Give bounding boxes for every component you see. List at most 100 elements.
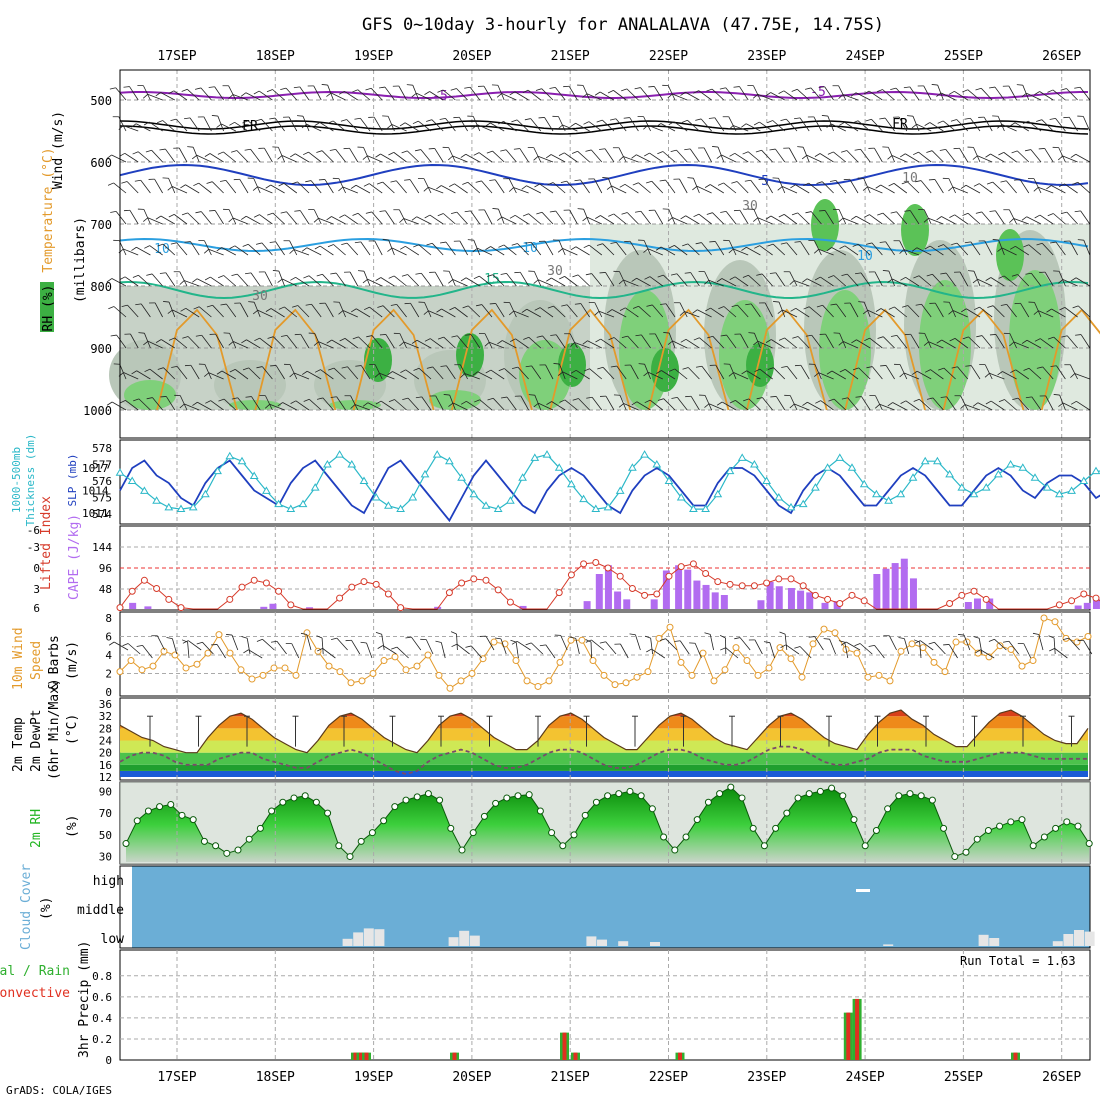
wind-barb xyxy=(814,240,822,256)
wind-barb-flag xyxy=(794,117,801,120)
wind-barb-flag xyxy=(789,403,795,409)
wind-barb-flag xyxy=(765,339,772,343)
wind-barb xyxy=(618,147,627,163)
wind-barb xyxy=(843,341,859,349)
wind-barb-flag xyxy=(1009,218,1015,223)
precip-frame xyxy=(119,949,1091,1061)
wind-barb xyxy=(721,401,737,411)
rh-marker xyxy=(492,799,500,807)
wind-barb-flag xyxy=(571,150,578,154)
precip-convective-label: Convective xyxy=(0,986,70,1001)
wind-barb xyxy=(667,85,676,101)
wind-barb xyxy=(762,397,773,411)
wind-barb-flag xyxy=(791,212,798,216)
wind-barb xyxy=(783,214,798,225)
wind-speed-marker xyxy=(820,625,828,633)
wind-barb xyxy=(136,370,151,380)
wind-barb-flag xyxy=(913,398,920,402)
wind-barb-flag xyxy=(411,339,418,344)
wind-barb xyxy=(387,116,395,132)
li-marker xyxy=(482,576,490,584)
wind-barb-flag xyxy=(1046,308,1052,313)
wind-barb-flag xyxy=(426,242,433,246)
wind-barb-flag xyxy=(879,241,886,243)
wind-barb-flag xyxy=(131,123,137,128)
wind-barb xyxy=(262,366,273,380)
wind-barb xyxy=(495,303,505,318)
wind-speed-marker xyxy=(721,666,729,674)
wind-barb-flag xyxy=(132,274,139,278)
wind-barb-flag xyxy=(119,400,126,404)
wind-barb-flag xyxy=(472,247,478,253)
wind-barb xyxy=(257,186,273,194)
surface-wind-barb xyxy=(1083,640,1093,655)
wind-barb-flag xyxy=(1016,84,1023,86)
wind-barb-flag xyxy=(716,401,723,406)
thickness-marker xyxy=(359,476,369,484)
wind-barb-flag xyxy=(753,340,759,346)
wind-barb-flag xyxy=(1022,120,1029,125)
surface-wind-barb-flag xyxy=(779,631,786,635)
surface-wind-barb-flag xyxy=(226,634,233,636)
wind-barb-flag xyxy=(667,93,673,99)
surface-wind-barb-flag xyxy=(780,644,787,648)
wind-barb-flag xyxy=(729,400,736,404)
wind-barb xyxy=(929,245,944,256)
wind-barb xyxy=(647,124,663,132)
wind-barb-flag xyxy=(985,400,992,405)
wind-barb xyxy=(555,87,566,101)
wind-barb xyxy=(306,247,322,256)
thickness-marker xyxy=(176,504,186,513)
wind-barb xyxy=(909,210,920,225)
thickness-marker xyxy=(908,473,918,481)
wind-barb-flag xyxy=(926,273,933,277)
date-label-bottom: 26SEP xyxy=(1042,1070,1081,1085)
wind-frame xyxy=(119,611,1091,697)
wind-barb xyxy=(459,364,468,380)
wind-barb xyxy=(1033,178,1042,194)
wind-barb xyxy=(253,302,261,318)
wind-barb xyxy=(952,186,968,194)
wind-barb xyxy=(428,186,444,194)
wind-barb-flag xyxy=(972,402,979,407)
wind-barb-flag xyxy=(731,304,738,308)
surface-wind-barb-flag xyxy=(316,635,323,639)
wind-barb xyxy=(248,367,261,380)
surface-wind-barb-flag xyxy=(122,643,129,647)
wind-barb-flag xyxy=(826,123,832,128)
wind-barb-flag xyxy=(716,154,722,159)
wind-barb xyxy=(382,305,395,318)
wind-barb xyxy=(430,338,444,349)
wind-barb-flag xyxy=(192,401,198,406)
wind-barb xyxy=(297,181,310,194)
rh-marker xyxy=(1052,824,1060,832)
wind-barb xyxy=(970,365,981,380)
wind-barb xyxy=(173,90,188,101)
wind-barb-flag xyxy=(179,403,185,409)
wind-barb-flag xyxy=(269,241,276,243)
surface-wind-barb xyxy=(963,634,971,651)
wind-barb-flag xyxy=(387,247,393,252)
li-marker xyxy=(702,569,710,577)
cape-bar xyxy=(891,563,899,609)
wind-speed-marker xyxy=(897,647,905,655)
wind-barb xyxy=(1034,302,1042,318)
wind-barb xyxy=(190,365,200,380)
rh-marker xyxy=(1063,818,1071,826)
wind-barb-flag xyxy=(880,365,887,367)
wind-barb-flag xyxy=(341,366,348,369)
wind-barb xyxy=(846,273,859,287)
wind-barb xyxy=(984,364,993,380)
thickness-marker xyxy=(725,466,735,475)
contour-label: FR xyxy=(892,117,908,132)
wind-barb xyxy=(528,336,542,349)
wind-barb-flag xyxy=(668,245,675,249)
wind-barb xyxy=(143,85,151,101)
wind-barb xyxy=(932,397,944,411)
li-marker xyxy=(567,571,575,579)
wind-barb-flag xyxy=(769,272,776,274)
wind-barb-flag xyxy=(706,212,713,215)
wind-barb xyxy=(885,365,895,380)
wind-barb xyxy=(649,152,664,163)
wind-barb-flag xyxy=(521,185,527,190)
